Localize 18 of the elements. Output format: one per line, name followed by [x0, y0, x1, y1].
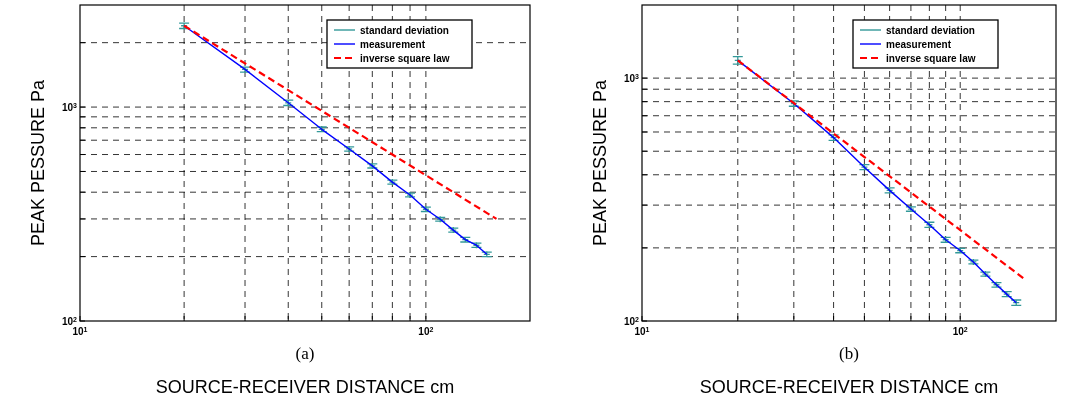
- x-tick-label: 10$^{2}$: [952, 325, 968, 337]
- x-tick-label: 10$^{1}$: [634, 325, 650, 337]
- legend-label: standard deviation: [886, 25, 975, 36]
- text: (a): [295, 344, 315, 363]
- legend-label: inverse square law: [886, 53, 976, 64]
- y-axis-title: PEAK PESSURE Pa: [590, 78, 610, 247]
- legend-label: standard deviation: [360, 25, 449, 36]
- legend-label: measurement: [886, 39, 952, 50]
- x-tick-label: 10$^{1}$: [72, 325, 88, 337]
- text: (b): [839, 344, 859, 363]
- y-axis-title: PEAK PESSURE Pa: [28, 78, 48, 247]
- legend-label: inverse square law: [360, 53, 450, 64]
- y-tick-label: 10$^{3}$: [623, 72, 640, 85]
- y-tick-label: 10$^{3}$: [61, 101, 78, 114]
- x-axis-title: SOURCE-RECEIVER DISTANCE cm: [155, 377, 455, 397]
- x-tick-label: 10$^{2}$: [418, 325, 434, 337]
- x-axis-title: SOURCE-RECEIVER DISTANCE cm: [699, 377, 999, 397]
- legend-label: measurement: [360, 39, 426, 50]
